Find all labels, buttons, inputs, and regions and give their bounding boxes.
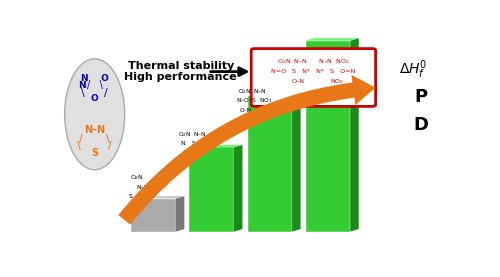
FancyArrowPatch shape	[118, 75, 376, 225]
Text: N    O: N O	[80, 73, 108, 83]
Bar	[248, 96, 292, 232]
Text: O–N: O–N	[240, 108, 252, 113]
Polygon shape	[248, 94, 300, 96]
Polygon shape	[306, 38, 358, 41]
Text: /: /	[79, 134, 83, 144]
Text: N    S   NH$_2$: N S NH$_2$	[180, 139, 214, 148]
Text: S   NH$_2$: S NH$_2$	[128, 192, 151, 201]
Polygon shape	[234, 145, 242, 232]
Bar	[132, 199, 176, 232]
Polygon shape	[292, 94, 300, 232]
FancyBboxPatch shape	[251, 48, 376, 106]
Text: \: \	[106, 134, 110, 144]
Text: \: \	[81, 88, 85, 98]
Text: N: N	[78, 81, 86, 90]
Text: P: P	[414, 88, 428, 106]
Text: /: /	[104, 88, 108, 98]
Text: $\mathsf{NO_2}$: $\mathsf{NO_2}$	[330, 77, 344, 86]
Text: /: /	[108, 141, 112, 151]
Text: O: O	[91, 94, 98, 103]
Text: N–O  S  $\mathsf{NO_2}$: N–O S $\mathsf{NO_2}$	[236, 96, 273, 105]
Text: N=O   S   N*   N*   S   O=N: N=O S N* N* S O=N	[272, 69, 355, 74]
Bar	[190, 147, 234, 232]
Text: $\mathsf{O_2N}$  N–N      N–N  $\mathsf{NO_2}$: $\mathsf{O_2N}$ N–N N–N $\mathsf{NO_2}$	[277, 57, 350, 66]
Polygon shape	[176, 196, 184, 232]
Text: \: \	[78, 141, 81, 151]
Text: $\mathsf{O_2N}$  N–N: $\mathsf{O_2N}$ N–N	[178, 130, 207, 138]
Text: $\Delta H^0_f$: $\Delta H^0_f$	[400, 58, 428, 81]
Text: O–N: O–N	[182, 150, 195, 155]
Text: Thermal stability: Thermal stability	[128, 61, 234, 71]
Text: /   \: / \	[86, 81, 102, 91]
Text: N–N: N–N	[84, 125, 105, 135]
Ellipse shape	[64, 59, 124, 170]
Text: O–N: O–N	[292, 79, 304, 84]
Polygon shape	[132, 196, 184, 199]
Text: High performance: High performance	[124, 72, 237, 82]
Polygon shape	[350, 38, 358, 232]
Text: $\mathsf{O_2N}$  N–N: $\mathsf{O_2N}$ N–N	[238, 87, 266, 96]
Text: D: D	[414, 116, 428, 134]
Bar	[306, 41, 350, 232]
Polygon shape	[190, 145, 242, 147]
Text: $\mathsf{O_2N}$: $\mathsf{O_2N}$	[130, 173, 144, 182]
Text: S: S	[91, 148, 98, 158]
Text: N–N: N–N	[136, 185, 149, 190]
